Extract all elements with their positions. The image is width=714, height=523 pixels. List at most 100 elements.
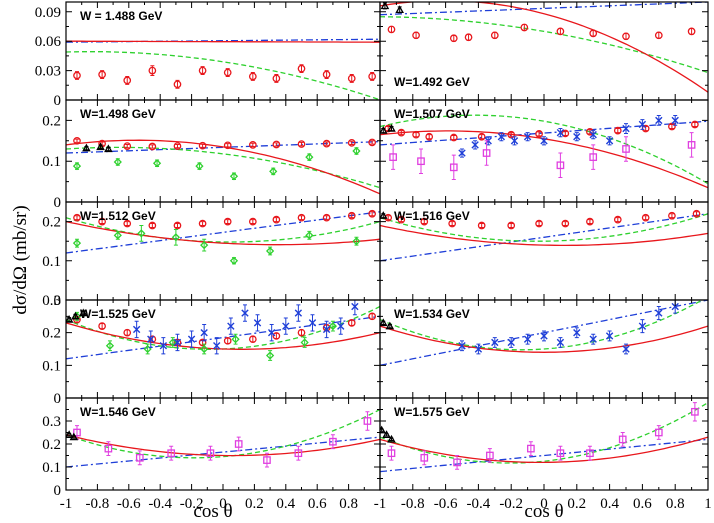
error-bar — [692, 121, 697, 128]
data-point-circle — [397, 215, 406, 224]
data-point-circle — [123, 142, 132, 150]
data-point-circle — [347, 319, 356, 327]
data-point-circle — [347, 211, 356, 220]
data-point-circle — [248, 217, 257, 226]
data-point-diamond — [105, 341, 115, 350]
data-point-triangle — [104, 144, 113, 153]
data-point-circle — [520, 23, 529, 32]
error-bar — [125, 143, 130, 149]
data-point-circle — [248, 141, 257, 149]
data-point-circle — [589, 29, 598, 38]
data-point-cross — [294, 309, 303, 317]
data-point-circle — [449, 133, 458, 142]
axis-labels: dσ/dΩ (mb/sr) cos θ cos θ — [10, 205, 564, 522]
data-point-square — [687, 141, 696, 149]
data-point-circle — [613, 215, 622, 224]
x-tick-label: 0.4 — [276, 496, 295, 512]
data-point-circle — [198, 219, 207, 228]
error-bar — [399, 217, 404, 223]
error-bar — [422, 219, 427, 225]
y-tick-label: 0.06 — [35, 34, 62, 50]
data-point-circle — [173, 221, 182, 230]
series-black — [66, 308, 88, 323]
curve-red — [380, 325, 708, 353]
error-bar — [324, 141, 329, 146]
error-bar — [296, 445, 301, 461]
data-point-square — [73, 428, 81, 437]
data-point-circle — [397, 128, 406, 137]
x-tick-label: -0.2 — [180, 496, 204, 512]
data-point-cross — [638, 322, 647, 330]
error-bar — [466, 33, 471, 41]
x-tick-label: -0.2 — [499, 496, 523, 512]
error-bar — [414, 132, 419, 138]
error-bar — [175, 143, 180, 149]
plot-area — [380, 114, 708, 189]
series-blue — [132, 300, 359, 355]
data-point-circle — [490, 31, 499, 40]
data-point-cross — [540, 137, 548, 145]
error-bar — [349, 140, 354, 145]
data-point-square — [234, 440, 243, 448]
data-point-diamond — [72, 239, 82, 248]
data-point-circle — [477, 132, 486, 141]
error-bar — [587, 219, 592, 225]
data-point-cross — [638, 120, 647, 129]
data-point-circle — [464, 33, 473, 42]
data-point-cross — [471, 141, 479, 149]
y-tick-label: 0.1 — [42, 460, 61, 476]
data-point-square — [389, 153, 397, 161]
data-point-circle — [687, 27, 696, 36]
error-bar — [139, 225, 144, 242]
plot-area — [380, 300, 708, 366]
data-point-diamond — [265, 246, 275, 256]
error-bar — [656, 31, 661, 39]
data-point-square — [206, 449, 215, 458]
data-point-diamond — [200, 241, 209, 250]
curve-green — [66, 217, 380, 243]
error-bar — [200, 143, 205, 148]
data-point-diamond — [352, 146, 361, 156]
data-point-circle — [123, 219, 132, 228]
error-bar — [370, 313, 375, 320]
data-point-circle — [425, 132, 434, 141]
series-black — [82, 142, 113, 153]
panel-6: W=1.516 GeV — [379, 201, 709, 301]
data-point-square — [420, 453, 429, 462]
data-point-cross — [622, 124, 630, 133]
error-bar — [175, 223, 180, 228]
error-bar — [669, 123, 674, 130]
curve-red — [380, 2, 708, 93]
data-point-triangle — [387, 434, 396, 443]
data-point-triangle — [66, 315, 74, 323]
y-tick-label: 0.2 — [42, 437, 61, 453]
curve-blue — [66, 140, 380, 154]
data-point-square — [167, 449, 176, 458]
panel-title: W=1.546 GeV — [80, 405, 156, 419]
series-green — [72, 146, 361, 181]
error-bar — [264, 452, 269, 468]
error-bar — [274, 217, 279, 223]
curve-blue — [380, 213, 708, 262]
data-point-circle — [368, 209, 376, 218]
curve-green — [66, 146, 380, 189]
data-point-cross — [523, 335, 532, 343]
x-tick-label: -0.8 — [86, 496, 110, 512]
data-point-diamond — [72, 161, 82, 171]
data-point-circle — [248, 335, 257, 344]
data-point-circle — [322, 139, 331, 148]
data-point-circle — [535, 219, 543, 228]
y-axis-title: dσ/dΩ (mb/sr) — [10, 205, 31, 314]
error-bar — [692, 402, 697, 422]
data-point-circle — [148, 335, 157, 344]
data-point-circle — [668, 211, 676, 220]
data-point-cross — [187, 335, 196, 343]
data-point-cross — [351, 302, 359, 311]
data-point-circle — [347, 138, 356, 147]
data-point-cross — [227, 322, 235, 330]
error-bar — [169, 445, 174, 461]
series-red — [387, 23, 696, 43]
series-red — [73, 64, 376, 89]
curve-green — [380, 114, 708, 185]
